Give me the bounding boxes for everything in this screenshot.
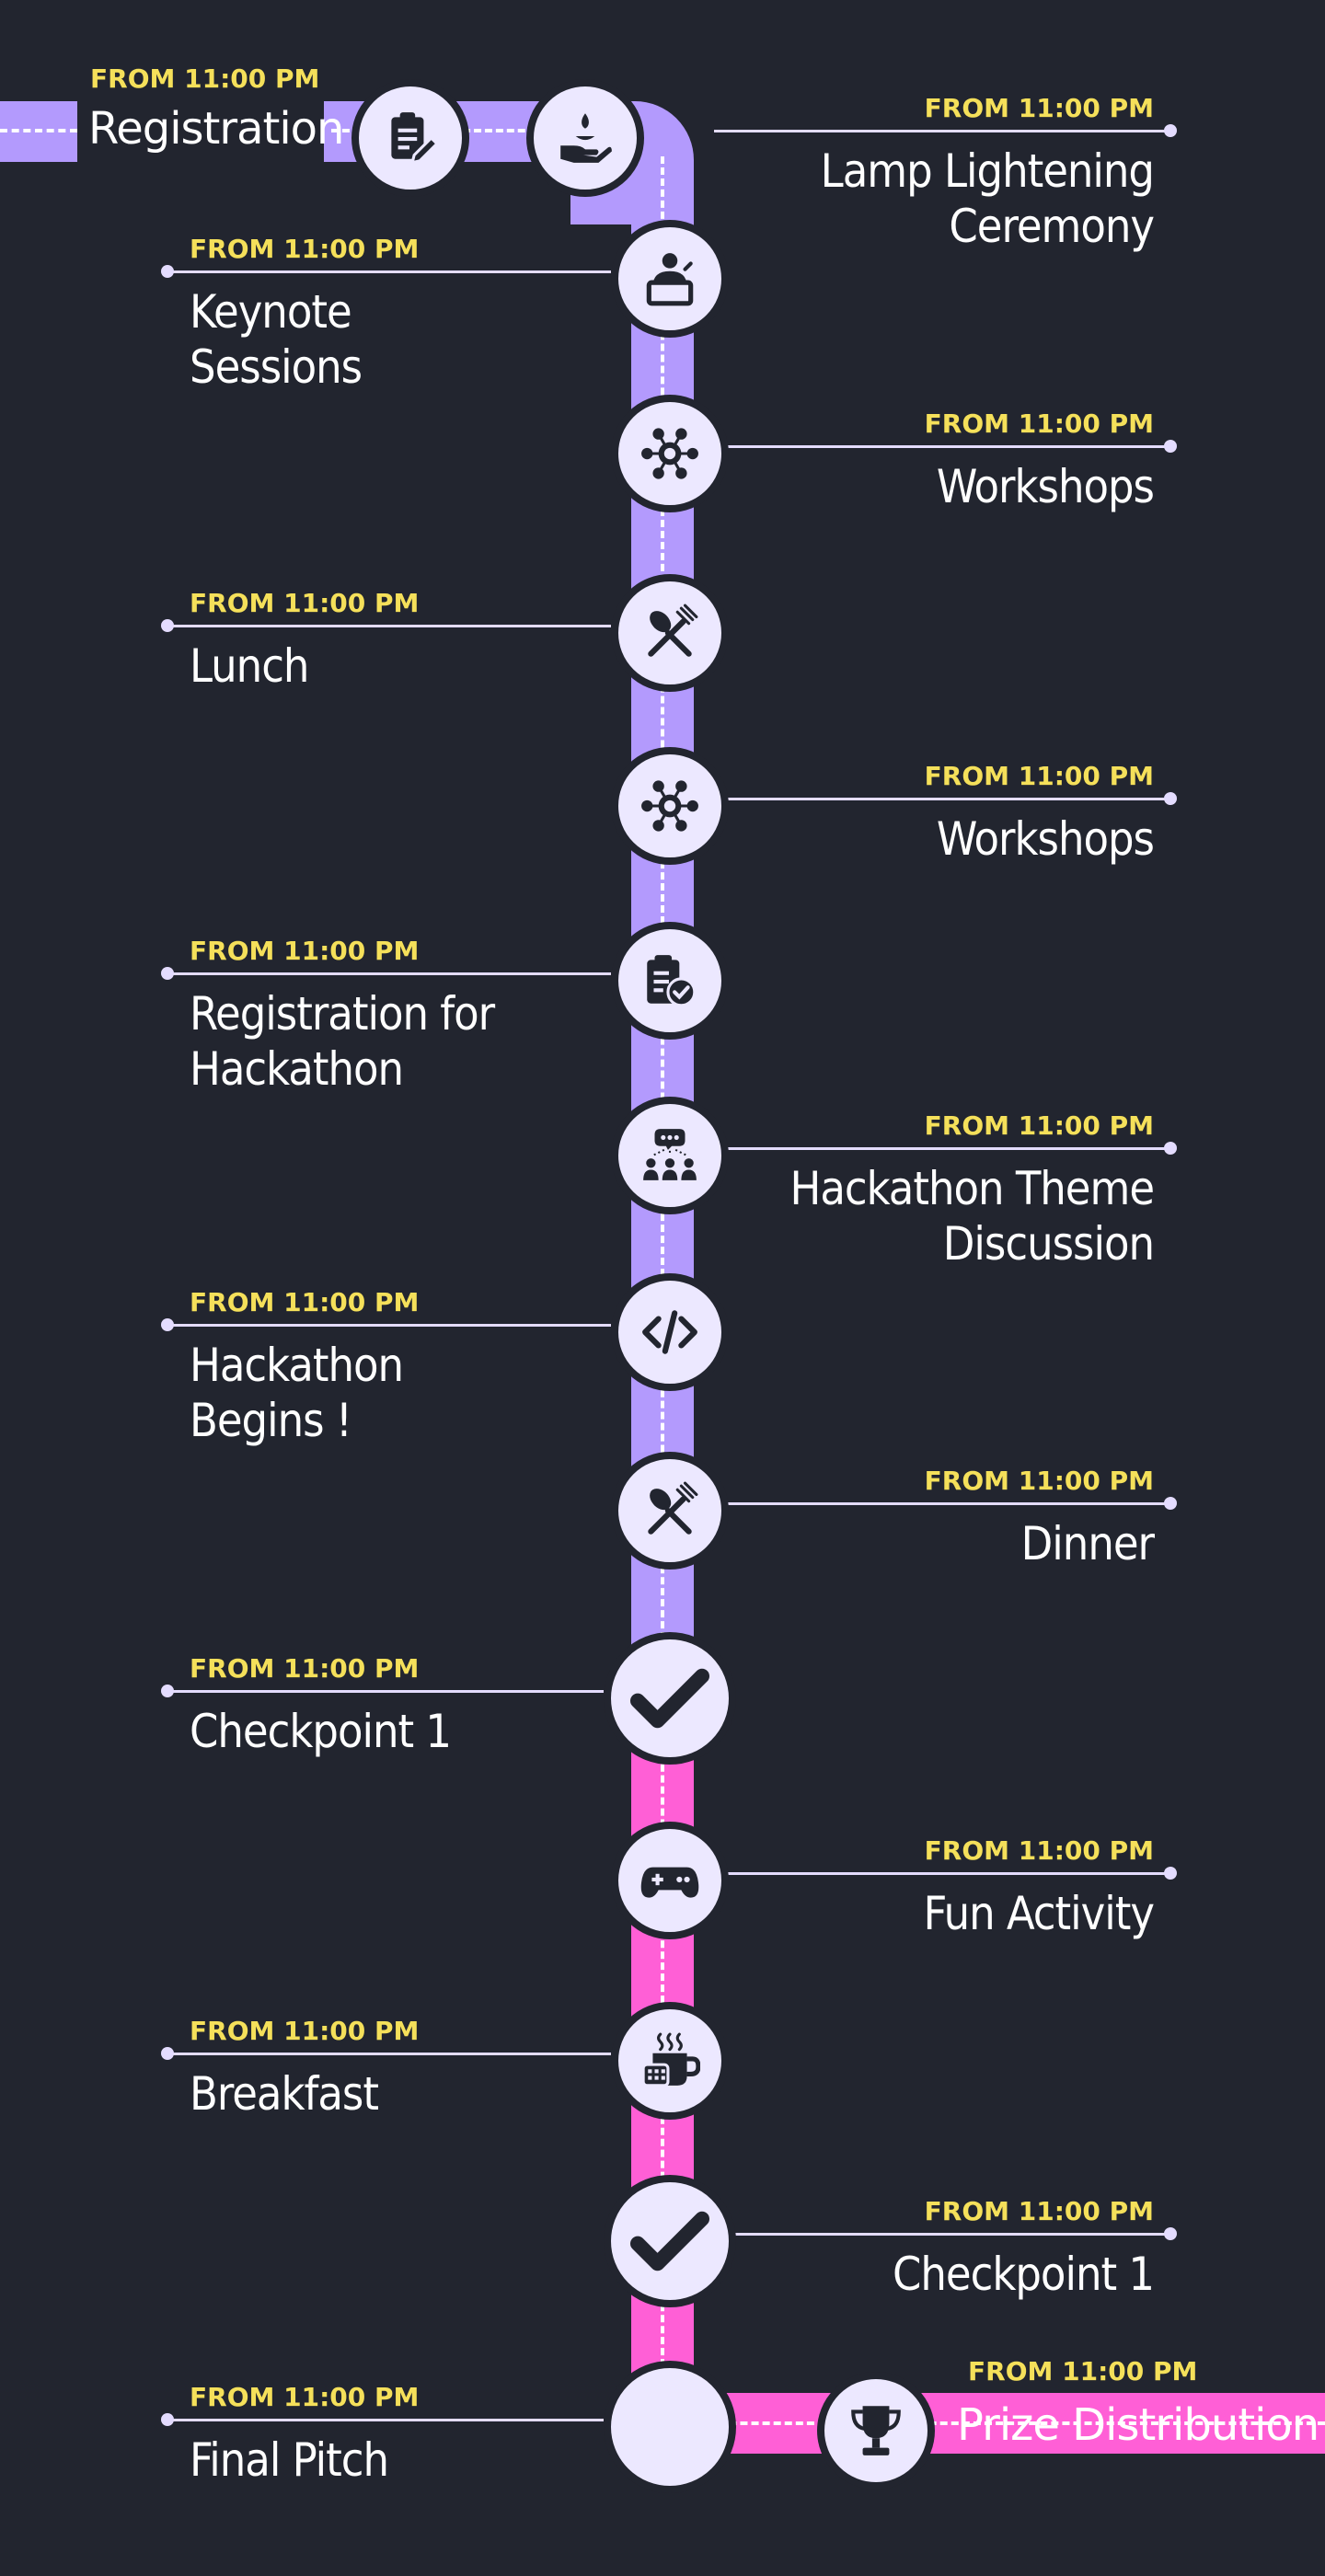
gamepad-icon bbox=[640, 1867, 699, 1898]
timeline-node bbox=[611, 574, 729, 692]
dash-top-left bbox=[0, 129, 77, 132]
network-hub-icon bbox=[641, 428, 698, 479]
event-time: FROM 11:00 PM bbox=[924, 1835, 1154, 1866]
dash-top-mid bbox=[331, 129, 635, 132]
event-time: FROM 11:00 PM bbox=[924, 93, 1154, 123]
start-node bbox=[351, 79, 469, 197]
timeline-node bbox=[604, 1632, 736, 1765]
event-time: FROM 11:00 PM bbox=[190, 2016, 420, 2046]
event-title: Checkpoint 1 bbox=[190, 1705, 452, 1758]
connector-dot bbox=[1164, 1497, 1177, 1510]
event-title: Final Pitch bbox=[190, 2433, 389, 2487]
connector-line bbox=[714, 130, 1170, 132]
connector-dot bbox=[1164, 2227, 1177, 2240]
spoon-fork-icon bbox=[648, 1481, 698, 1535]
event-time: FROM 11:00 PM bbox=[190, 234, 420, 264]
connector-line bbox=[714, 445, 1170, 448]
connector-dot bbox=[1164, 1867, 1177, 1880]
start-time: FROM 11:00 PM bbox=[90, 63, 320, 94]
end-title: Prize Distribution bbox=[957, 2399, 1319, 2451]
timeline-node bbox=[611, 1452, 729, 1570]
event-title: Breakfast bbox=[190, 2067, 379, 2121]
checkmark-icon bbox=[630, 1668, 709, 1729]
timeline-node bbox=[526, 79, 644, 197]
event-time: FROM 11:00 PM bbox=[924, 761, 1154, 791]
connector-dot bbox=[161, 1318, 174, 1331]
spoon-fork-icon bbox=[648, 604, 698, 657]
connector-dot bbox=[161, 1685, 174, 1697]
event-time: FROM 11:00 PM bbox=[190, 936, 420, 966]
connector-line bbox=[167, 625, 611, 627]
end-time: FROM 11:00 PM bbox=[968, 2356, 1198, 2386]
connector-line bbox=[714, 1872, 1170, 1875]
connector-dot bbox=[1164, 124, 1177, 137]
connector-dot bbox=[161, 619, 174, 632]
event-title: Registration for Hackathon bbox=[190, 987, 495, 1096]
timeline-node bbox=[611, 922, 729, 1040]
lamp-hand-icon bbox=[560, 113, 612, 163]
connector-dot bbox=[161, 265, 174, 278]
connector-line bbox=[167, 1324, 611, 1327]
start-title: Registration bbox=[88, 103, 344, 155]
event-title: Keynote Sessions bbox=[190, 285, 363, 394]
timeline-node bbox=[611, 220, 729, 338]
timeline-node bbox=[611, 395, 729, 512]
event-title: Lunch bbox=[190, 639, 309, 693]
connector-dot bbox=[161, 2413, 174, 2426]
connector-line bbox=[714, 798, 1170, 800]
group-discussion-icon bbox=[643, 1129, 697, 1180]
timeline-node bbox=[611, 747, 729, 865]
connector-dot bbox=[1164, 1142, 1177, 1155]
event-title: Workshops bbox=[936, 460, 1155, 513]
connector-line bbox=[167, 2419, 604, 2421]
dash-bottom bbox=[662, 2421, 1325, 2425]
event-title: Hackathon Begins ! bbox=[190, 1339, 404, 1447]
event-time: FROM 11:00 PM bbox=[190, 1287, 420, 1317]
connector-line bbox=[167, 270, 611, 273]
connector-dot bbox=[161, 2047, 174, 2060]
coffee-cup-icon bbox=[641, 2032, 700, 2087]
event-time: FROM 11:00 PM bbox=[924, 2196, 1154, 2226]
timeline-node bbox=[611, 1822, 729, 1939]
event-title: Fun Activity bbox=[923, 1887, 1155, 1940]
connector-line bbox=[721, 2233, 1170, 2236]
connector-line bbox=[714, 1502, 1170, 1505]
event-title: Dinner bbox=[1020, 1517, 1155, 1570]
trophy-icon bbox=[851, 2406, 901, 2455]
network-hub-icon bbox=[641, 780, 698, 832]
event-title: Workshops bbox=[936, 812, 1155, 866]
event-title: Lamp Lightening Ceremony bbox=[820, 144, 1155, 253]
connector-line bbox=[167, 1690, 604, 1693]
timeline-node bbox=[611, 2002, 729, 2120]
event-time: FROM 11:00 PM bbox=[924, 408, 1154, 439]
connector-dot bbox=[1164, 440, 1177, 453]
timeline-node bbox=[611, 1273, 729, 1391]
connector-dot bbox=[161, 967, 174, 980]
end-node bbox=[817, 2372, 935, 2490]
event-time: FROM 11:00 PM bbox=[190, 1653, 420, 1684]
connector-line bbox=[167, 972, 611, 975]
code-brackets-icon bbox=[642, 1310, 697, 1354]
connector-line bbox=[714, 1147, 1170, 1150]
event-title: Checkpoint 1 bbox=[892, 2248, 1155, 2301]
event-time: FROM 11:00 PM bbox=[924, 1110, 1154, 1141]
clipboard-check-icon bbox=[647, 955, 697, 1007]
connector-line bbox=[167, 2053, 611, 2055]
event-time: FROM 11:00 PM bbox=[190, 588, 420, 618]
timeline-node bbox=[611, 1097, 729, 1214]
timeline-node bbox=[604, 2361, 736, 2493]
speaker-podium-icon bbox=[646, 253, 694, 306]
timeline-node bbox=[604, 2175, 736, 2307]
connector-dot bbox=[1164, 792, 1177, 805]
checkmark-icon bbox=[630, 2211, 709, 2271]
event-time: FROM 11:00 PM bbox=[924, 1466, 1154, 1496]
event-title: Hackathon Theme Discussion bbox=[789, 1162, 1155, 1271]
event-time: FROM 11:00 PM bbox=[190, 2382, 420, 2412]
clipboard-pen-icon bbox=[391, 112, 440, 165]
